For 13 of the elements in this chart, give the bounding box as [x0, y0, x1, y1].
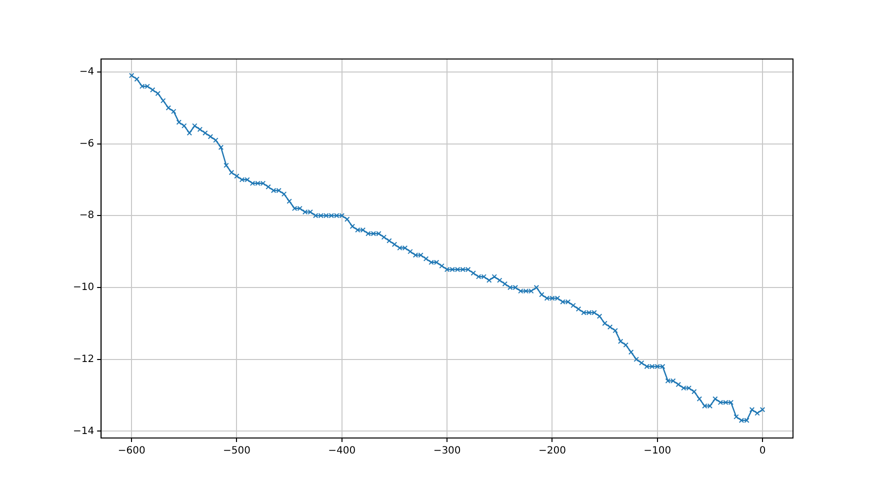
x-tick-label: −100 [644, 446, 672, 457]
x-tick-label: −300 [433, 446, 461, 457]
y-tick-label: −6 [79, 138, 94, 150]
x-tick-label: −600 [118, 446, 146, 457]
y-tick-label: −4 [79, 66, 94, 78]
x-tick-label: −500 [223, 446, 250, 457]
y-tick-label: −14 [72, 426, 94, 437]
x-tick-label: −200 [538, 446, 566, 457]
y-tick-label: −10 [72, 282, 94, 294]
y-tick-label: −12 [72, 354, 94, 365]
x-tick-label: 0 [759, 446, 766, 457]
x-tick-label: −400 [328, 446, 356, 457]
y-tick-label: −8 [79, 210, 94, 222]
